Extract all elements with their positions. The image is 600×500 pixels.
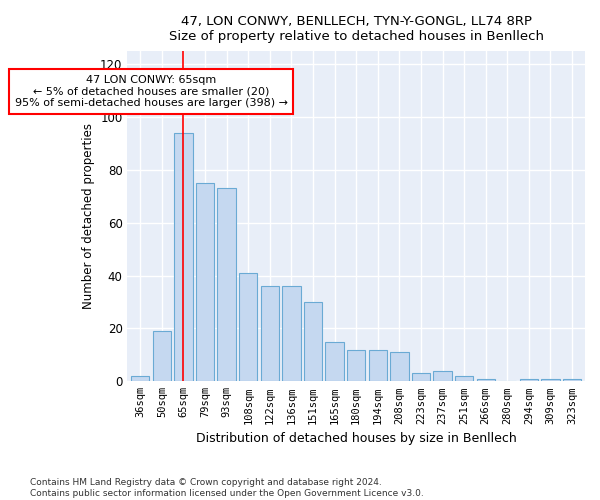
- Bar: [304, 302, 322, 382]
- Bar: [325, 342, 344, 382]
- Bar: [412, 374, 430, 382]
- X-axis label: Distribution of detached houses by size in Benllech: Distribution of detached houses by size …: [196, 432, 517, 445]
- Text: 47 LON CONWY: 65sqm
← 5% of detached houses are smaller (20)
95% of semi-detache: 47 LON CONWY: 65sqm ← 5% of detached hou…: [14, 75, 287, 108]
- Bar: [175, 133, 193, 382]
- Bar: [455, 376, 473, 382]
- Bar: [239, 273, 257, 382]
- Bar: [196, 183, 214, 382]
- Bar: [563, 378, 581, 382]
- Bar: [433, 370, 452, 382]
- Bar: [282, 286, 301, 382]
- Bar: [390, 352, 409, 382]
- Bar: [217, 188, 236, 382]
- Bar: [368, 350, 387, 382]
- Bar: [541, 378, 560, 382]
- Bar: [153, 331, 171, 382]
- Bar: [520, 378, 538, 382]
- Bar: [131, 376, 149, 382]
- Text: Contains HM Land Registry data © Crown copyright and database right 2024.
Contai: Contains HM Land Registry data © Crown c…: [30, 478, 424, 498]
- Bar: [347, 350, 365, 382]
- Bar: [476, 378, 495, 382]
- Title: 47, LON CONWY, BENLLECH, TYN-Y-GONGL, LL74 8RP
Size of property relative to deta: 47, LON CONWY, BENLLECH, TYN-Y-GONGL, LL…: [169, 15, 544, 43]
- Bar: [260, 286, 279, 382]
- Y-axis label: Number of detached properties: Number of detached properties: [82, 123, 95, 309]
